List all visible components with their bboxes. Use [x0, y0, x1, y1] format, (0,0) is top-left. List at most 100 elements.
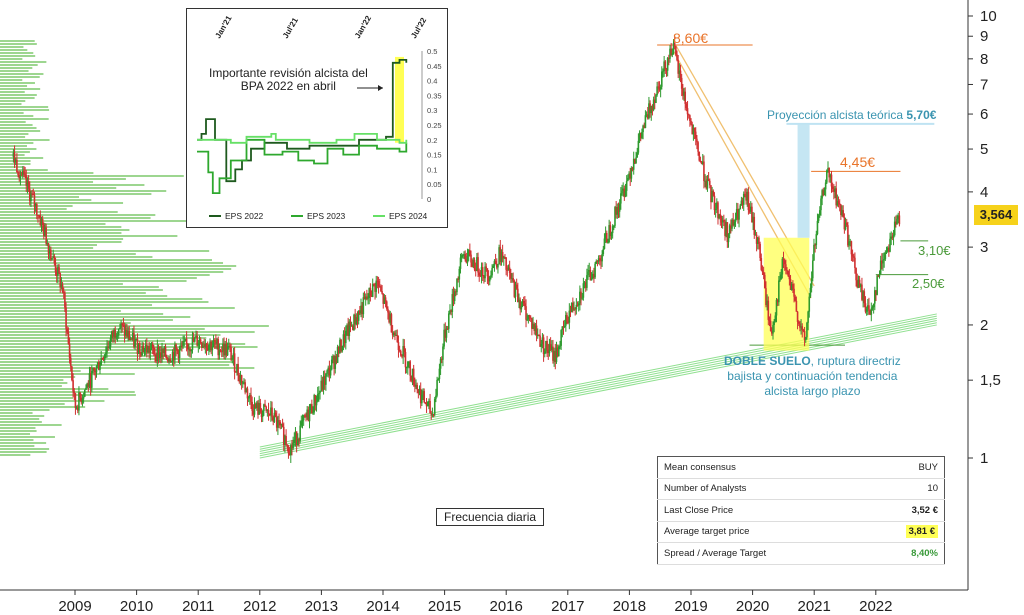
candle-body — [220, 351, 223, 353]
candle-body — [256, 402, 258, 409]
candle-body — [512, 277, 514, 281]
candle-body — [85, 387, 87, 390]
candle-body — [663, 61, 665, 72]
candle-body — [661, 71, 663, 87]
inset-y-tick-label: 0.45 — [427, 62, 442, 71]
candle-body — [93, 367, 95, 371]
candle-body — [143, 348, 146, 352]
candle-body — [61, 284, 64, 293]
candle-body — [218, 350, 221, 356]
candle-body — [621, 190, 623, 194]
volume-profile-bar — [0, 178, 126, 180]
candle-body — [280, 423, 283, 426]
volume-profile-bar — [0, 91, 25, 93]
candle-body — [107, 346, 110, 348]
candle-body — [650, 106, 653, 114]
candle-body — [162, 348, 165, 354]
candle-body — [306, 409, 308, 418]
candle-body — [183, 340, 186, 342]
uptrend-line — [259, 315, 937, 450]
volume-profile-bar — [0, 265, 237, 267]
volume-profile-bar — [0, 448, 50, 450]
candle-body — [707, 179, 710, 181]
volume-profile-bar — [0, 253, 136, 255]
candle-body — [127, 330, 129, 337]
candle-body — [507, 267, 510, 270]
candle-body — [701, 161, 704, 164]
candle-body — [258, 403, 260, 415]
candle-body — [518, 299, 520, 303]
candle-body — [552, 346, 554, 361]
candle-body — [499, 247, 502, 262]
candle-body — [309, 404, 312, 411]
eps-note-line2: BPA 2022 en abril — [240, 79, 336, 93]
eps-series-line-2 — [197, 138, 408, 194]
candle-body — [277, 420, 279, 428]
candle-body — [360, 305, 362, 314]
candle-body — [783, 260, 786, 265]
candle-body — [270, 407, 272, 416]
volume-profile-bar — [0, 166, 23, 168]
candle-body — [576, 304, 579, 306]
double-bottom-text1: , ruptura directriz — [810, 354, 901, 368]
candle-body — [271, 407, 273, 418]
candle-body — [789, 279, 792, 290]
candle-body — [478, 272, 481, 276]
table-row: Mean consensus BUY — [657, 456, 945, 479]
candle-body — [645, 114, 648, 116]
candle-body — [149, 348, 152, 353]
candle-body — [319, 390, 321, 393]
candle-body — [714, 208, 717, 211]
volume-profile-bar — [0, 109, 50, 111]
candle-body — [668, 57, 670, 59]
candle-body — [430, 413, 433, 415]
candle-body — [788, 276, 791, 280]
candle-body — [232, 353, 235, 359]
candle-body — [339, 339, 341, 354]
candle-body — [153, 347, 155, 355]
candle-body — [622, 188, 624, 191]
candle-body — [191, 337, 194, 350]
candle-body — [387, 308, 389, 313]
candle-body — [720, 218, 723, 223]
candle-body — [307, 409, 310, 422]
candle-body — [734, 218, 737, 222]
x-tick-label: 2012 — [243, 598, 276, 615]
candle-body — [326, 370, 328, 374]
candle-body — [495, 263, 498, 268]
y-tick-label: 3 — [980, 239, 988, 256]
candle-body — [462, 254, 464, 256]
candle-body — [369, 288, 372, 296]
x-tick-label: 2016 — [490, 598, 523, 615]
candle-body — [580, 291, 582, 299]
candle-body — [848, 241, 850, 246]
candle-body — [517, 288, 519, 303]
candle-body — [610, 233, 613, 237]
candle-body — [484, 266, 486, 279]
candle-body — [628, 173, 630, 178]
candle-body — [852, 256, 855, 258]
candle-body — [711, 190, 713, 203]
candle-body — [301, 420, 304, 422]
candle-body — [41, 218, 44, 226]
volume-profile-bar — [0, 208, 67, 210]
candle-body — [404, 351, 407, 368]
volume-profile-bar — [0, 220, 194, 222]
candle-body — [289, 445, 292, 456]
candle-body — [444, 329, 447, 338]
candle-body — [797, 321, 800, 324]
candle-body — [845, 222, 848, 226]
candle-body — [124, 330, 127, 336]
candle-body — [76, 407, 79, 411]
candle-body — [838, 203, 841, 205]
candle-body — [605, 233, 608, 243]
candle-body — [801, 326, 804, 330]
candle-body — [382, 293, 385, 304]
candle-body — [394, 332, 396, 336]
candle-body — [725, 222, 727, 236]
candle-body — [426, 401, 429, 407]
candle-body — [771, 331, 773, 334]
volume-profile-bar — [0, 73, 44, 75]
x-tick-label: 2017 — [551, 598, 584, 615]
candle-body — [584, 282, 587, 288]
